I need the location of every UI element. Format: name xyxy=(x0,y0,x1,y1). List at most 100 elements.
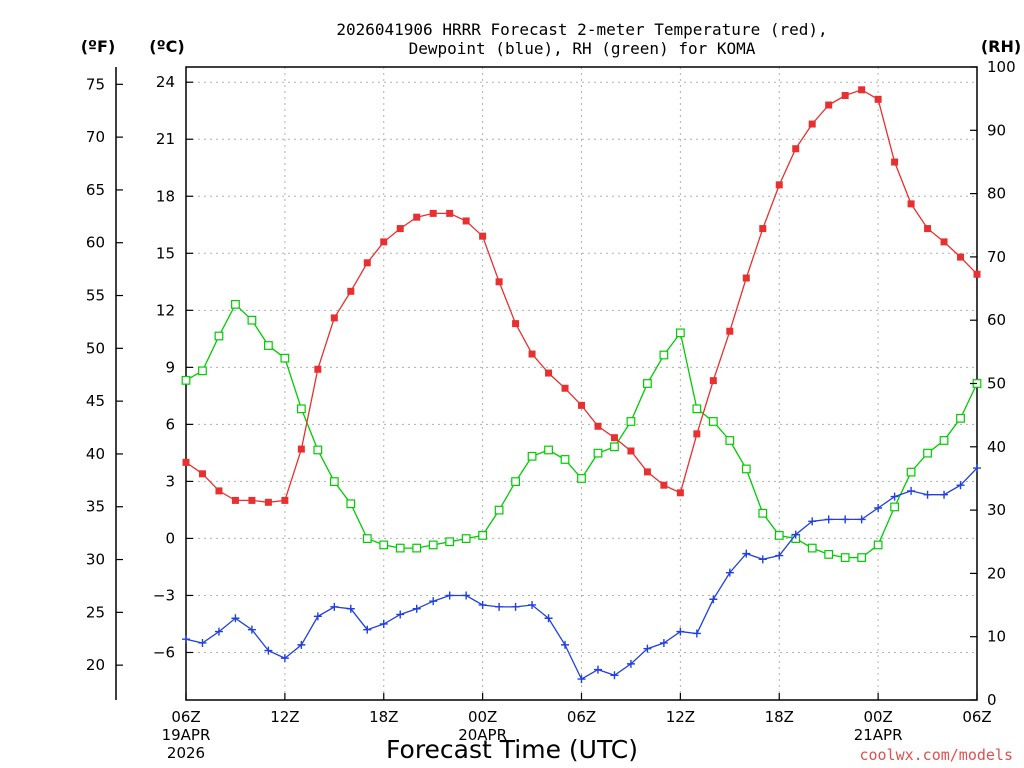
dewpoint-point xyxy=(775,551,784,560)
rh-point xyxy=(906,467,916,477)
temperature-point xyxy=(759,225,767,233)
dewpoint-point xyxy=(841,515,850,524)
x-axis-title: Forecast Time (UTC) xyxy=(386,735,638,764)
celsius-tick-label: 24 xyxy=(156,73,175,91)
rh-point xyxy=(247,315,257,325)
temperature-point xyxy=(627,447,635,455)
rh-point xyxy=(675,328,685,338)
temperature-point xyxy=(182,458,190,466)
rh-point xyxy=(824,550,834,559)
rh-point xyxy=(610,442,619,452)
temperature-point xyxy=(973,270,981,278)
dewpoint-point xyxy=(264,646,273,655)
dewpoint-point xyxy=(379,619,388,628)
dewpoint-point xyxy=(857,515,866,524)
temperature-point xyxy=(660,481,668,489)
temperature-point xyxy=(363,259,371,267)
dewpoint-point xyxy=(626,659,635,668)
rh-point xyxy=(214,331,224,341)
fahrenheit-tick-label: 65 xyxy=(86,181,105,199)
temperature-point xyxy=(841,92,849,100)
time-tick-label: 12Z xyxy=(666,708,695,726)
dewpoint-point xyxy=(725,568,734,577)
dewpoint-point xyxy=(973,464,981,473)
temperature-point xyxy=(462,217,470,225)
rh-tick-label: 10 xyxy=(987,628,1006,646)
dewpoint-point xyxy=(956,481,965,490)
dewpoint-point xyxy=(824,515,833,524)
rh-point xyxy=(840,553,850,562)
temperature-point xyxy=(643,468,651,476)
grid-lines xyxy=(185,67,978,700)
dewpoint-point xyxy=(808,517,817,526)
temperature-point xyxy=(396,225,404,233)
fahrenheit-tick-label: 50 xyxy=(86,339,105,357)
time-tick-date-label: 19APR xyxy=(162,726,211,744)
rh-point xyxy=(445,537,455,547)
rh-point xyxy=(362,534,372,543)
rh-tick-label: 30 xyxy=(987,501,1006,519)
dewpoint-point xyxy=(709,595,718,604)
dewpoint-point xyxy=(692,629,701,638)
rh-point xyxy=(428,540,438,550)
temperature-point xyxy=(446,209,454,217)
dewpoint-point xyxy=(280,654,289,663)
temperature-point xyxy=(726,327,734,335)
dewpoint-point xyxy=(231,614,240,623)
temperature-point xyxy=(594,422,602,430)
rh-point xyxy=(346,499,356,509)
dewpoint-point xyxy=(561,640,570,649)
rh-tick-label: 100 xyxy=(987,58,1016,76)
rh-unit-label: (RH) xyxy=(981,37,1021,56)
temperature-point xyxy=(742,274,750,282)
temperature-point xyxy=(891,158,899,166)
dewpoint-point xyxy=(940,490,949,499)
fahrenheit-tick-label: 25 xyxy=(86,603,105,621)
temperature-point xyxy=(907,200,915,208)
rh-point xyxy=(379,540,389,550)
rh-point xyxy=(659,350,669,360)
rh-point xyxy=(198,366,207,376)
dewpoint-point xyxy=(659,638,668,647)
rh-tick-label: 80 xyxy=(987,185,1006,203)
temperature-point xyxy=(231,496,239,504)
temperature-point xyxy=(775,181,783,189)
temperature-point xyxy=(561,384,569,392)
dewpoint-point xyxy=(791,530,800,539)
rh-point xyxy=(692,404,702,414)
rh-point xyxy=(923,448,932,458)
temperature-point xyxy=(347,287,355,295)
time-tick-date-label: 20APR xyxy=(458,726,507,744)
temperature-point xyxy=(940,238,948,246)
celsius-tick-label: 12 xyxy=(156,301,175,319)
rh-point xyxy=(494,505,504,515)
temperature-point xyxy=(495,278,503,286)
temperature-point xyxy=(957,253,965,261)
celsius-tick-label: 9 xyxy=(165,358,175,376)
time-tick-label: 06Z xyxy=(567,708,596,726)
time-tick-label: 00Z xyxy=(863,708,892,726)
rh-point xyxy=(231,299,240,309)
rh-point xyxy=(577,474,586,483)
rh-tick-label: 40 xyxy=(987,438,1006,456)
temperature-point xyxy=(792,145,800,153)
temperature-point xyxy=(198,470,206,478)
rh-tick-label: 90 xyxy=(987,121,1006,139)
dewpoint-point xyxy=(758,555,767,564)
plot-frame xyxy=(185,66,978,701)
fahrenheit-tick-label: 35 xyxy=(86,498,105,516)
temperature-point xyxy=(528,350,536,358)
dewpoint-series xyxy=(182,464,981,684)
dewpoint-point xyxy=(445,591,454,600)
rh-point xyxy=(873,540,883,550)
rh-point xyxy=(593,448,603,458)
dewpoint-point xyxy=(874,504,883,513)
rh-tick-label: 60 xyxy=(987,311,1006,329)
time-tick-label: 12Z xyxy=(270,708,299,726)
temperature-point xyxy=(215,487,223,495)
fahrenheit-tick-label: 60 xyxy=(86,234,105,252)
rh-point xyxy=(807,543,817,553)
rh-point xyxy=(626,417,636,426)
